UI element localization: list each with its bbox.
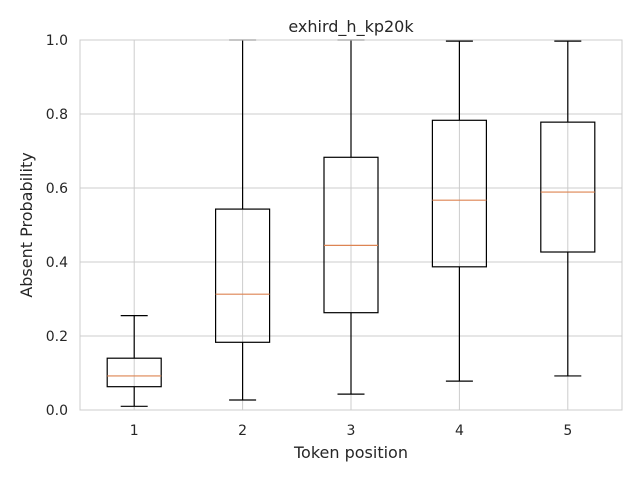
box-iqr [215,208,271,343]
box-iqr [431,119,487,268]
box-1 [106,315,162,407]
box-iqr [540,121,596,253]
x-tick-label: 4 [455,423,464,439]
box-4 [431,40,487,382]
chart-title: exhird_h_kp20k [288,17,414,37]
x-tick-label: 3 [347,423,356,439]
y-tick-label: 1.0 [46,33,68,49]
y-tick-labels: 0.0 0.2 0.4 0.6 0.8 1.0 [46,33,68,419]
box-iqr [106,357,162,388]
x-tick-label: 2 [238,423,247,439]
y-tick-label: 0.4 [46,255,68,271]
box-series [106,39,596,407]
y-axis-label: Absent Probability [17,152,36,297]
y-tick-label: 0.8 [46,107,68,123]
box-5 [540,40,596,377]
plot-frame [79,39,623,411]
x-axis-label: Token position [293,443,408,462]
x-tick-label: 1 [130,423,139,439]
y-tick-label: 0.6 [46,181,68,197]
x-tick-label: 5 [563,423,572,439]
box-iqr [323,156,379,314]
x-tick-labels: 1 2 3 4 5 [130,423,573,439]
y-tick-label: 0.0 [46,403,68,419]
y-tick-label: 0.2 [46,329,68,345]
